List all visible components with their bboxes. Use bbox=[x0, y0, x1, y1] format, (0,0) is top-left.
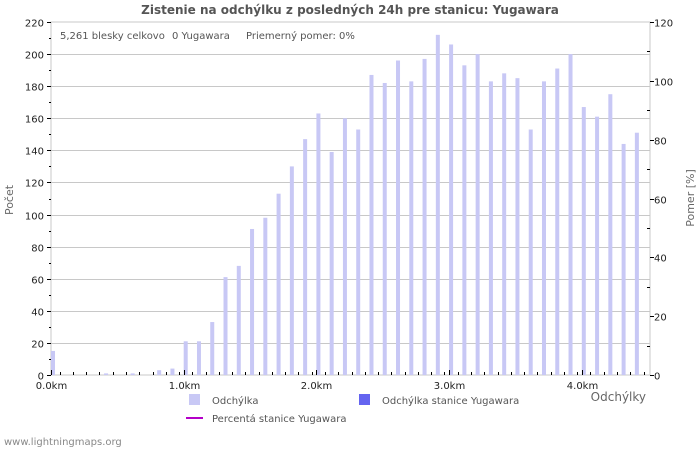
bar bbox=[449, 44, 454, 376]
y-tick-label: 100 bbox=[25, 212, 44, 223]
bar bbox=[303, 139, 308, 375]
bar bbox=[621, 143, 626, 375]
x-tick-label: 1.0km bbox=[169, 381, 200, 392]
y2-axis-title: Pomer [%] bbox=[684, 169, 697, 227]
y2-tick-label: 40 bbox=[654, 254, 667, 265]
x-axis-title: Odchýlky bbox=[591, 390, 646, 404]
x-tick-label: 3.0km bbox=[434, 381, 465, 392]
y-tick-label: 20 bbox=[31, 340, 44, 351]
x-tick-label: 0.0km bbox=[36, 381, 67, 392]
bar bbox=[568, 54, 573, 375]
bar bbox=[515, 78, 520, 375]
bar bbox=[382, 82, 387, 376]
legend-swatch-station bbox=[359, 394, 370, 405]
bar bbox=[236, 265, 241, 375]
y2-tick-label: 80 bbox=[654, 137, 667, 148]
bar bbox=[183, 341, 188, 375]
bar bbox=[130, 373, 135, 375]
bar bbox=[157, 370, 162, 375]
y-axis-title: Počet bbox=[3, 184, 16, 215]
plot-frame bbox=[50, 21, 651, 376]
bar bbox=[608, 94, 613, 376]
stat-ratio: Priemerný pomer: 0% bbox=[246, 30, 355, 42]
bar bbox=[595, 116, 600, 375]
y-tick-label: 40 bbox=[31, 308, 44, 319]
legend-label-percent: Percentá stanice Yugawara bbox=[212, 413, 346, 425]
y2-tick-label: 120 bbox=[654, 19, 673, 30]
legend-swatch-odchylka bbox=[189, 394, 200, 405]
bar bbox=[581, 107, 586, 376]
y-tick-label: 200 bbox=[25, 51, 44, 62]
bar bbox=[435, 34, 440, 375]
bar bbox=[541, 81, 546, 376]
bar bbox=[250, 228, 255, 375]
bar bbox=[210, 322, 215, 375]
axes: 0 20 40 60 80 100 120 140 160 180 200 220 0 20 40 60 80 1… bbox=[25, 19, 673, 393]
chart-title: Zistenie na odchýlku z posledných 24h pr… bbox=[141, 3, 559, 17]
y2-tick-label: 0 bbox=[654, 372, 660, 383]
bar bbox=[223, 277, 228, 375]
stat-total: 5,261 blesky celkovo bbox=[60, 31, 165, 42]
bar bbox=[634, 132, 639, 375]
footer-source: www.lightningmaps.org bbox=[4, 437, 122, 448]
bar bbox=[462, 65, 467, 375]
bar bbox=[396, 60, 401, 375]
bar bbox=[104, 373, 109, 375]
bar-series bbox=[51, 34, 639, 376]
legend-label-station: Odchýlka stanice Yugawara bbox=[382, 395, 519, 407]
y-tick-label: 0 bbox=[38, 372, 44, 383]
x-tick-label: 4.0km bbox=[567, 381, 598, 392]
bar bbox=[475, 54, 480, 375]
bar bbox=[329, 151, 334, 375]
bar bbox=[51, 350, 55, 375]
legend-label-odchylka: Odchýlka bbox=[212, 395, 259, 407]
y-tick-label: 160 bbox=[25, 115, 44, 126]
bar bbox=[263, 217, 268, 375]
bar bbox=[488, 81, 493, 376]
y-tick-label: 60 bbox=[31, 276, 44, 287]
y2-tick-label: 100 bbox=[654, 78, 673, 89]
bar bbox=[342, 118, 347, 375]
bar bbox=[555, 68, 560, 376]
bar bbox=[528, 129, 533, 375]
gridlines bbox=[50, 21, 651, 376]
bar bbox=[170, 368, 175, 375]
bar bbox=[289, 166, 294, 375]
bar bbox=[369, 74, 374, 375]
y2-tick-label: 20 bbox=[654, 313, 667, 324]
stat-station: 0 Yugawara bbox=[172, 31, 230, 42]
y-tick-label: 80 bbox=[31, 244, 44, 255]
bar bbox=[356, 129, 361, 375]
x-tick-label: 2.0km bbox=[301, 381, 332, 392]
y-tick-label: 180 bbox=[25, 83, 44, 94]
y-tick-label: 120 bbox=[25, 179, 44, 190]
bar bbox=[409, 81, 414, 376]
bar bbox=[502, 73, 507, 375]
bar bbox=[422, 58, 427, 376]
bar bbox=[196, 341, 201, 375]
y2-tick-label: 60 bbox=[654, 196, 667, 207]
y-tick-label: 140 bbox=[25, 147, 44, 158]
bar bbox=[276, 193, 281, 375]
bar bbox=[316, 113, 321, 375]
y-tick-label: 220 bbox=[25, 19, 44, 30]
